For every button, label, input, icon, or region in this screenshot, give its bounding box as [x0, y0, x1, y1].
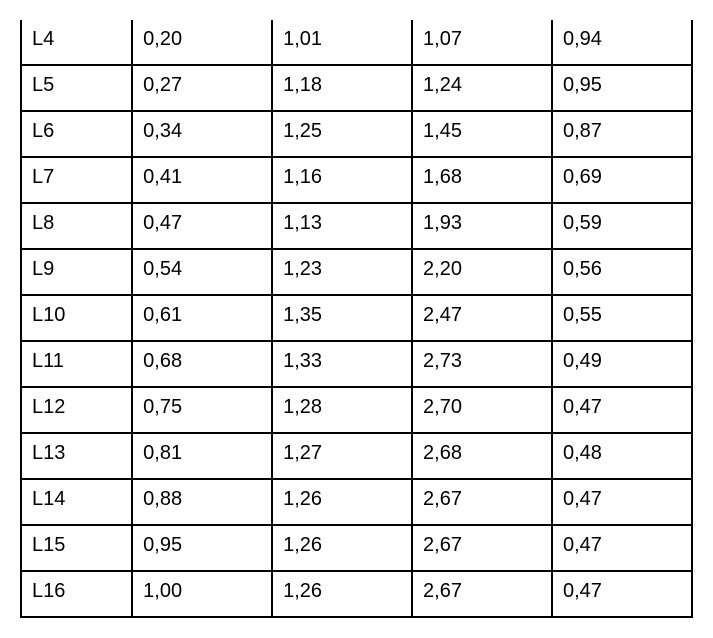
cell-value: 0,94 [552, 20, 692, 65]
cell-value: 2,67 [412, 479, 552, 525]
cell-value: 1,24 [412, 65, 552, 111]
table-row: L16 1,00 1,26 2,67 0,47 [21, 571, 692, 617]
cell-value: 1,26 [272, 571, 412, 617]
cell-value: 0,47 [552, 525, 692, 571]
cell-value: 0,68 [132, 341, 272, 387]
cell-value: 1,68 [412, 157, 552, 203]
cell-value: 0,41 [132, 157, 272, 203]
cell-value: 0,47 [552, 571, 692, 617]
cell-value: 0,47 [552, 387, 692, 433]
cell-value: 2,73 [412, 341, 552, 387]
table-row: L5 0,27 1,18 1,24 0,95 [21, 65, 692, 111]
cell-value: 2,47 [412, 295, 552, 341]
table-body: L4 0,20 1,01 1,07 0,94 L5 0,27 1,18 1,24… [21, 20, 692, 617]
cell-value: 2,68 [412, 433, 552, 479]
cell-label: L6 [21, 111, 132, 157]
cell-value: 1,18 [272, 65, 412, 111]
cell-value: 0,55 [552, 295, 692, 341]
cell-value: 0,47 [132, 203, 272, 249]
table-row: L11 0,68 1,33 2,73 0,49 [21, 341, 692, 387]
cell-value: 2,67 [412, 525, 552, 571]
cell-label: L16 [21, 571, 132, 617]
table-row: L8 0,47 1,13 1,93 0,59 [21, 203, 692, 249]
cell-value: 1,13 [272, 203, 412, 249]
table-row: L6 0,34 1,25 1,45 0,87 [21, 111, 692, 157]
cell-label: L11 [21, 341, 132, 387]
cell-value: 1,00 [132, 571, 272, 617]
cell-value: 2,67 [412, 571, 552, 617]
table-row: L14 0,88 1,26 2,67 0,47 [21, 479, 692, 525]
cell-label: L15 [21, 525, 132, 571]
cell-value: 1,28 [272, 387, 412, 433]
cell-value: 2,20 [412, 249, 552, 295]
cell-value: 1,16 [272, 157, 412, 203]
cell-value: 0,88 [132, 479, 272, 525]
cell-value: 0,47 [552, 479, 692, 525]
table-row: L7 0,41 1,16 1,68 0,69 [21, 157, 692, 203]
cell-label: L10 [21, 295, 132, 341]
data-table: L4 0,20 1,01 1,07 0,94 L5 0,27 1,18 1,24… [20, 20, 693, 618]
table-row: L12 0,75 1,28 2,70 0,47 [21, 387, 692, 433]
cell-value: 0,95 [552, 65, 692, 111]
cell-value: 0,20 [132, 20, 272, 65]
cell-label: L8 [21, 203, 132, 249]
cell-value: 0,34 [132, 111, 272, 157]
cell-value: 2,70 [412, 387, 552, 433]
cell-value: 1,45 [412, 111, 552, 157]
cell-value: 0,75 [132, 387, 272, 433]
cell-value: 1,26 [272, 479, 412, 525]
cell-label: L12 [21, 387, 132, 433]
cell-value: 0,95 [132, 525, 272, 571]
cell-label: L4 [21, 20, 132, 65]
cell-value: 1,23 [272, 249, 412, 295]
cell-value: 0,56 [552, 249, 692, 295]
table-row: L13 0,81 1,27 2,68 0,48 [21, 433, 692, 479]
cell-label: L14 [21, 479, 132, 525]
table-row: L9 0,54 1,23 2,20 0,56 [21, 249, 692, 295]
cell-value: 0,48 [552, 433, 692, 479]
cell-label: L7 [21, 157, 132, 203]
cell-value: 1,25 [272, 111, 412, 157]
cell-value: 0,61 [132, 295, 272, 341]
cell-value: 0,87 [552, 111, 692, 157]
cell-value: 1,33 [272, 341, 412, 387]
cell-label: L13 [21, 433, 132, 479]
cell-value: 0,49 [552, 341, 692, 387]
cell-value: 1,35 [272, 295, 412, 341]
cell-label: L9 [21, 249, 132, 295]
cell-value: 1,27 [272, 433, 412, 479]
cell-value: 1,07 [412, 20, 552, 65]
cell-value: 0,69 [552, 157, 692, 203]
table-row: L4 0,20 1,01 1,07 0,94 [21, 20, 692, 65]
cell-value: 0,27 [132, 65, 272, 111]
cell-value: 1,26 [272, 525, 412, 571]
cell-value: 0,81 [132, 433, 272, 479]
cell-value: 1,93 [412, 203, 552, 249]
cell-label: L5 [21, 65, 132, 111]
table-row: L10 0,61 1,35 2,47 0,55 [21, 295, 692, 341]
cell-value: 0,54 [132, 249, 272, 295]
cell-value: 0,59 [552, 203, 692, 249]
table-row: L15 0,95 1,26 2,67 0,47 [21, 525, 692, 571]
cell-value: 1,01 [272, 20, 412, 65]
